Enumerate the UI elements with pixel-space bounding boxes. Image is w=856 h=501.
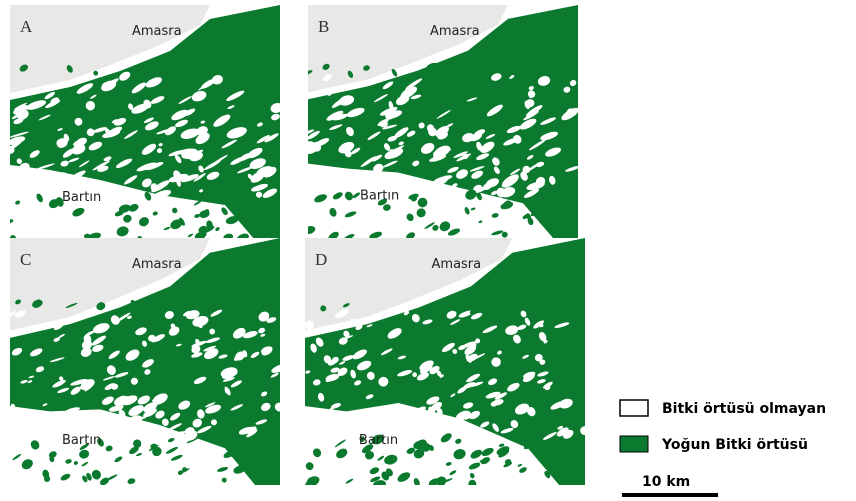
- place-label: Amasra: [432, 257, 482, 272]
- panel-letter: C: [20, 250, 31, 269]
- place-label: Bartın: [360, 188, 399, 203]
- legend-label: Bitki örtüsü olmayan: [662, 401, 826, 417]
- legend-swatch-dense: [620, 436, 648, 452]
- scale-label: 10 km: [642, 474, 690, 490]
- figure: AAmasraBartınBAmasraBartınCAmasraBartınD…: [0, 0, 856, 501]
- place-label: Amasra: [132, 24, 182, 39]
- map-panel: D Amasra Bartın: [299, 235, 591, 491]
- place-label: Bartın: [62, 190, 101, 205]
- place-label: Bartın: [359, 433, 398, 448]
- place-label: Amasra: [430, 24, 480, 39]
- map-panel: B Amasra Bartın: [300, 0, 583, 242]
- panel-letter: D: [315, 250, 327, 269]
- panel-letter: B: [318, 17, 329, 36]
- map-panel: A Amasra Bartın: [3, 0, 285, 245]
- place-label: Bartın: [62, 433, 101, 448]
- map-panel: C Amasra Bartın: [4, 232, 289, 486]
- legend-label: Yoğun Bitki örtüsü: [661, 437, 808, 453]
- place-label: Amasra: [132, 257, 182, 272]
- legend-swatch-bare: [620, 400, 648, 416]
- panel-letter: A: [20, 17, 33, 36]
